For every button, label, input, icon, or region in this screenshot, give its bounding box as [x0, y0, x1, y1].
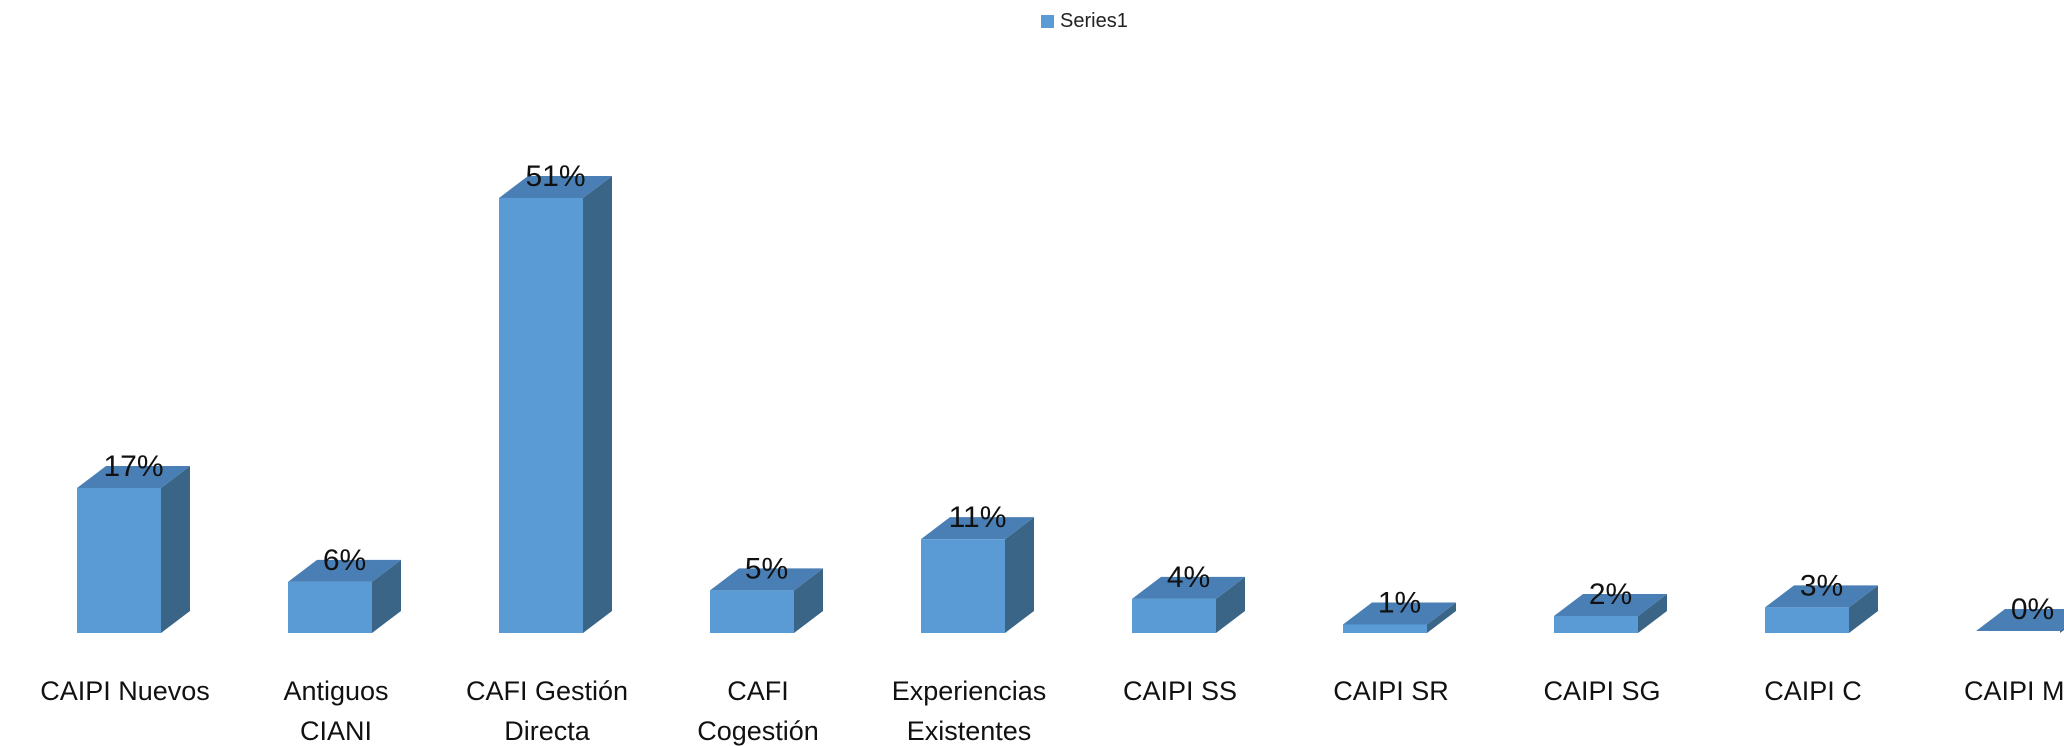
bar-side [1427, 602, 1456, 633]
category-label: CAIPI MC [1964, 676, 2064, 706]
bar-10 [1976, 609, 2064, 633]
bar-top [1343, 602, 1456, 625]
bar-3 [499, 176, 612, 633]
data-label: 5% [745, 552, 788, 585]
category-label: CAFI [727, 676, 789, 706]
category-label: Antiguos [283, 676, 388, 706]
category-label: CAFI Gestión [466, 676, 628, 706]
category-label: CIANI [300, 716, 372, 746]
bar-front [77, 488, 161, 633]
bar-top [499, 176, 612, 198]
bar-side [1216, 576, 1245, 633]
data-label: 3% [1800, 569, 1843, 602]
bar-front [288, 581, 372, 633]
category-labels-group: CAIPI Nuevos Antiguos CIANI CAFI Gestión Dir… [40, 676, 2064, 746]
bar-2 [288, 559, 401, 633]
bars-group [77, 176, 2064, 633]
bar-top [77, 466, 190, 488]
bar-front [499, 198, 583, 633]
bar-side [583, 176, 612, 633]
category-label: CAIPI SR [1333, 676, 1449, 706]
bar-side [372, 559, 401, 633]
bar-side [794, 568, 823, 633]
data-label: 0% [2011, 593, 2054, 626]
data-label: 2% [1589, 578, 1632, 611]
bar-8 [1554, 593, 1667, 633]
data-labels-group: 17% 6% 51% 5% 11% 4% 1% 2% 3% 0% [103, 160, 2054, 626]
bar-front [1765, 607, 1849, 633]
bar-9 [1765, 585, 1878, 633]
data-label: 1% [1378, 586, 1421, 619]
bar-6 [1132, 576, 1245, 633]
data-label: 17% [103, 450, 163, 483]
bar-7 [1343, 602, 1456, 633]
bar-front [710, 590, 794, 633]
bar-side [2060, 627, 2064, 633]
category-label: Existentes [907, 716, 1032, 746]
data-label: 51% [525, 160, 585, 193]
category-label: CAIPI Nuevos [40, 676, 210, 706]
bar-front [921, 539, 1005, 633]
bar-front [1343, 624, 1427, 633]
bar-4 [710, 568, 823, 633]
bar-front [1132, 598, 1216, 633]
data-label: 6% [323, 544, 366, 577]
bar-top [921, 517, 1034, 540]
bar-top [288, 559, 401, 582]
category-label: CAIPI SG [1543, 676, 1660, 706]
bar-front [1554, 615, 1638, 633]
bar-top [1976, 609, 2064, 631]
category-label: CAIPI C [1764, 676, 1862, 706]
bar-side [1638, 593, 1667, 633]
bar-side [1005, 517, 1034, 633]
category-label: Cogestión [697, 716, 819, 746]
bar-side [1849, 585, 1878, 633]
bar-top [1554, 593, 1667, 616]
bar-top [1132, 576, 1245, 599]
bar-top [710, 568, 823, 591]
category-label: Experiencias [892, 676, 1047, 706]
legend-label: Series1 [1060, 10, 1128, 32]
bar-side [161, 466, 190, 633]
bar-5 [921, 517, 1034, 633]
legend: Series1 [1041, 10, 1128, 33]
legend-swatch [1041, 15, 1054, 28]
data-label: 4% [1167, 561, 1210, 594]
bar-top [1765, 585, 1878, 608]
category-label: Directa [504, 716, 591, 746]
category-label: CAIPI SS [1123, 676, 1237, 706]
data-label: 11% [949, 501, 1007, 534]
bar-1 [77, 466, 190, 633]
